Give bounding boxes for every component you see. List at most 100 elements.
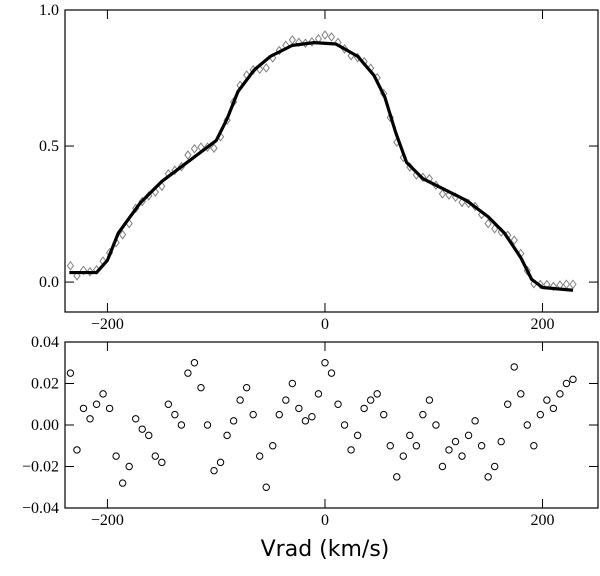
residual-point <box>451 437 460 446</box>
residual-point <box>210 466 218 475</box>
y-tick-label: 1.0 <box>39 2 59 19</box>
residual-point <box>386 442 394 450</box>
residual-point <box>432 421 440 429</box>
data-point <box>223 115 231 126</box>
residual-point <box>262 483 270 491</box>
residual-point <box>229 417 238 425</box>
residual-point <box>445 446 453 454</box>
axes-frame <box>64 9 599 313</box>
residual-point <box>216 458 225 467</box>
residual-point <box>308 413 316 421</box>
x-tick-label: −200 <box>91 316 124 333</box>
residual-point <box>458 452 466 460</box>
residual-point <box>536 410 545 419</box>
residual-point <box>99 390 107 398</box>
residual-point <box>223 431 231 440</box>
residual-point <box>105 404 114 413</box>
residual-point <box>242 383 251 392</box>
x-tick-label: 200 <box>531 512 555 529</box>
y-tick-label: −0.02 <box>22 459 59 476</box>
residual-point <box>73 446 81 454</box>
data-point <box>190 143 199 154</box>
residual-point <box>184 369 192 377</box>
residual-point <box>497 437 505 446</box>
data-point <box>549 281 558 292</box>
residual-point <box>171 410 179 419</box>
residual-point <box>92 400 101 408</box>
residual-point <box>275 410 283 419</box>
data-point <box>66 260 75 271</box>
residual-point <box>164 400 173 408</box>
residual-point <box>118 479 127 487</box>
data-point <box>295 37 303 48</box>
residual-point <box>236 396 244 404</box>
residual-point <box>177 421 186 429</box>
residual-point <box>145 431 153 440</box>
residual-point <box>79 404 88 413</box>
data-point <box>569 279 577 290</box>
y-tick-label: 0.04 <box>31 334 59 351</box>
data-point <box>184 150 192 160</box>
residual-point <box>419 410 427 419</box>
residual-point <box>256 452 264 460</box>
residual-point <box>112 452 120 460</box>
residual-point <box>399 452 407 460</box>
x-tick-label: 0 <box>321 316 329 333</box>
residual-point <box>334 400 342 408</box>
residual-point <box>295 404 303 413</box>
data-point <box>510 235 518 246</box>
residual-point <box>380 410 388 419</box>
model-line <box>69 41 574 292</box>
data-point <box>210 143 218 154</box>
residual-point <box>340 421 349 429</box>
residual-point <box>477 442 486 450</box>
data-point <box>73 270 81 281</box>
residual-point <box>549 404 558 413</box>
residual-point <box>314 390 323 398</box>
residual-point <box>282 396 290 404</box>
y-tick-label: 0.02 <box>31 376 59 393</box>
plot-area <box>66 359 577 491</box>
residual-point <box>347 446 355 454</box>
residual-point <box>197 383 205 392</box>
residual-point <box>66 369 75 377</box>
data-point <box>301 38 310 49</box>
x-axis-label: Vrad (km/s) <box>261 537 390 562</box>
residual-point <box>490 462 499 471</box>
data-point <box>79 265 88 276</box>
data-point <box>484 218 492 229</box>
residual-point <box>138 425 146 433</box>
residual-point <box>288 379 297 388</box>
data-point <box>438 189 447 199</box>
residual-point <box>562 379 571 388</box>
residual-point <box>151 452 159 460</box>
residual-point <box>269 442 277 450</box>
residual-point <box>393 473 401 481</box>
residual-point <box>406 431 414 440</box>
data-point <box>308 36 316 47</box>
x-tick-label: 200 <box>531 316 555 333</box>
residual-point <box>321 359 329 367</box>
residual-point <box>484 473 492 481</box>
data-point <box>327 32 336 42</box>
residual-point <box>425 396 434 404</box>
data-point <box>288 35 296 45</box>
data-point <box>262 63 270 73</box>
data-point <box>562 279 571 290</box>
residual-point <box>504 400 512 408</box>
residual-point <box>471 417 479 425</box>
axes-frame <box>64 341 599 509</box>
data-point <box>86 266 94 277</box>
residual-point <box>556 390 564 398</box>
y-tick-label: −0.04 <box>22 500 59 517</box>
residual-point <box>543 396 551 404</box>
residual-point <box>125 462 133 471</box>
residual-point <box>327 369 336 377</box>
residual-point <box>517 390 525 398</box>
plot-area <box>66 30 577 292</box>
residual-point <box>86 415 94 423</box>
x-tick-label: 0 <box>321 512 329 529</box>
residual-point <box>438 462 447 471</box>
residual-point <box>464 431 473 440</box>
residual-point <box>353 431 362 440</box>
